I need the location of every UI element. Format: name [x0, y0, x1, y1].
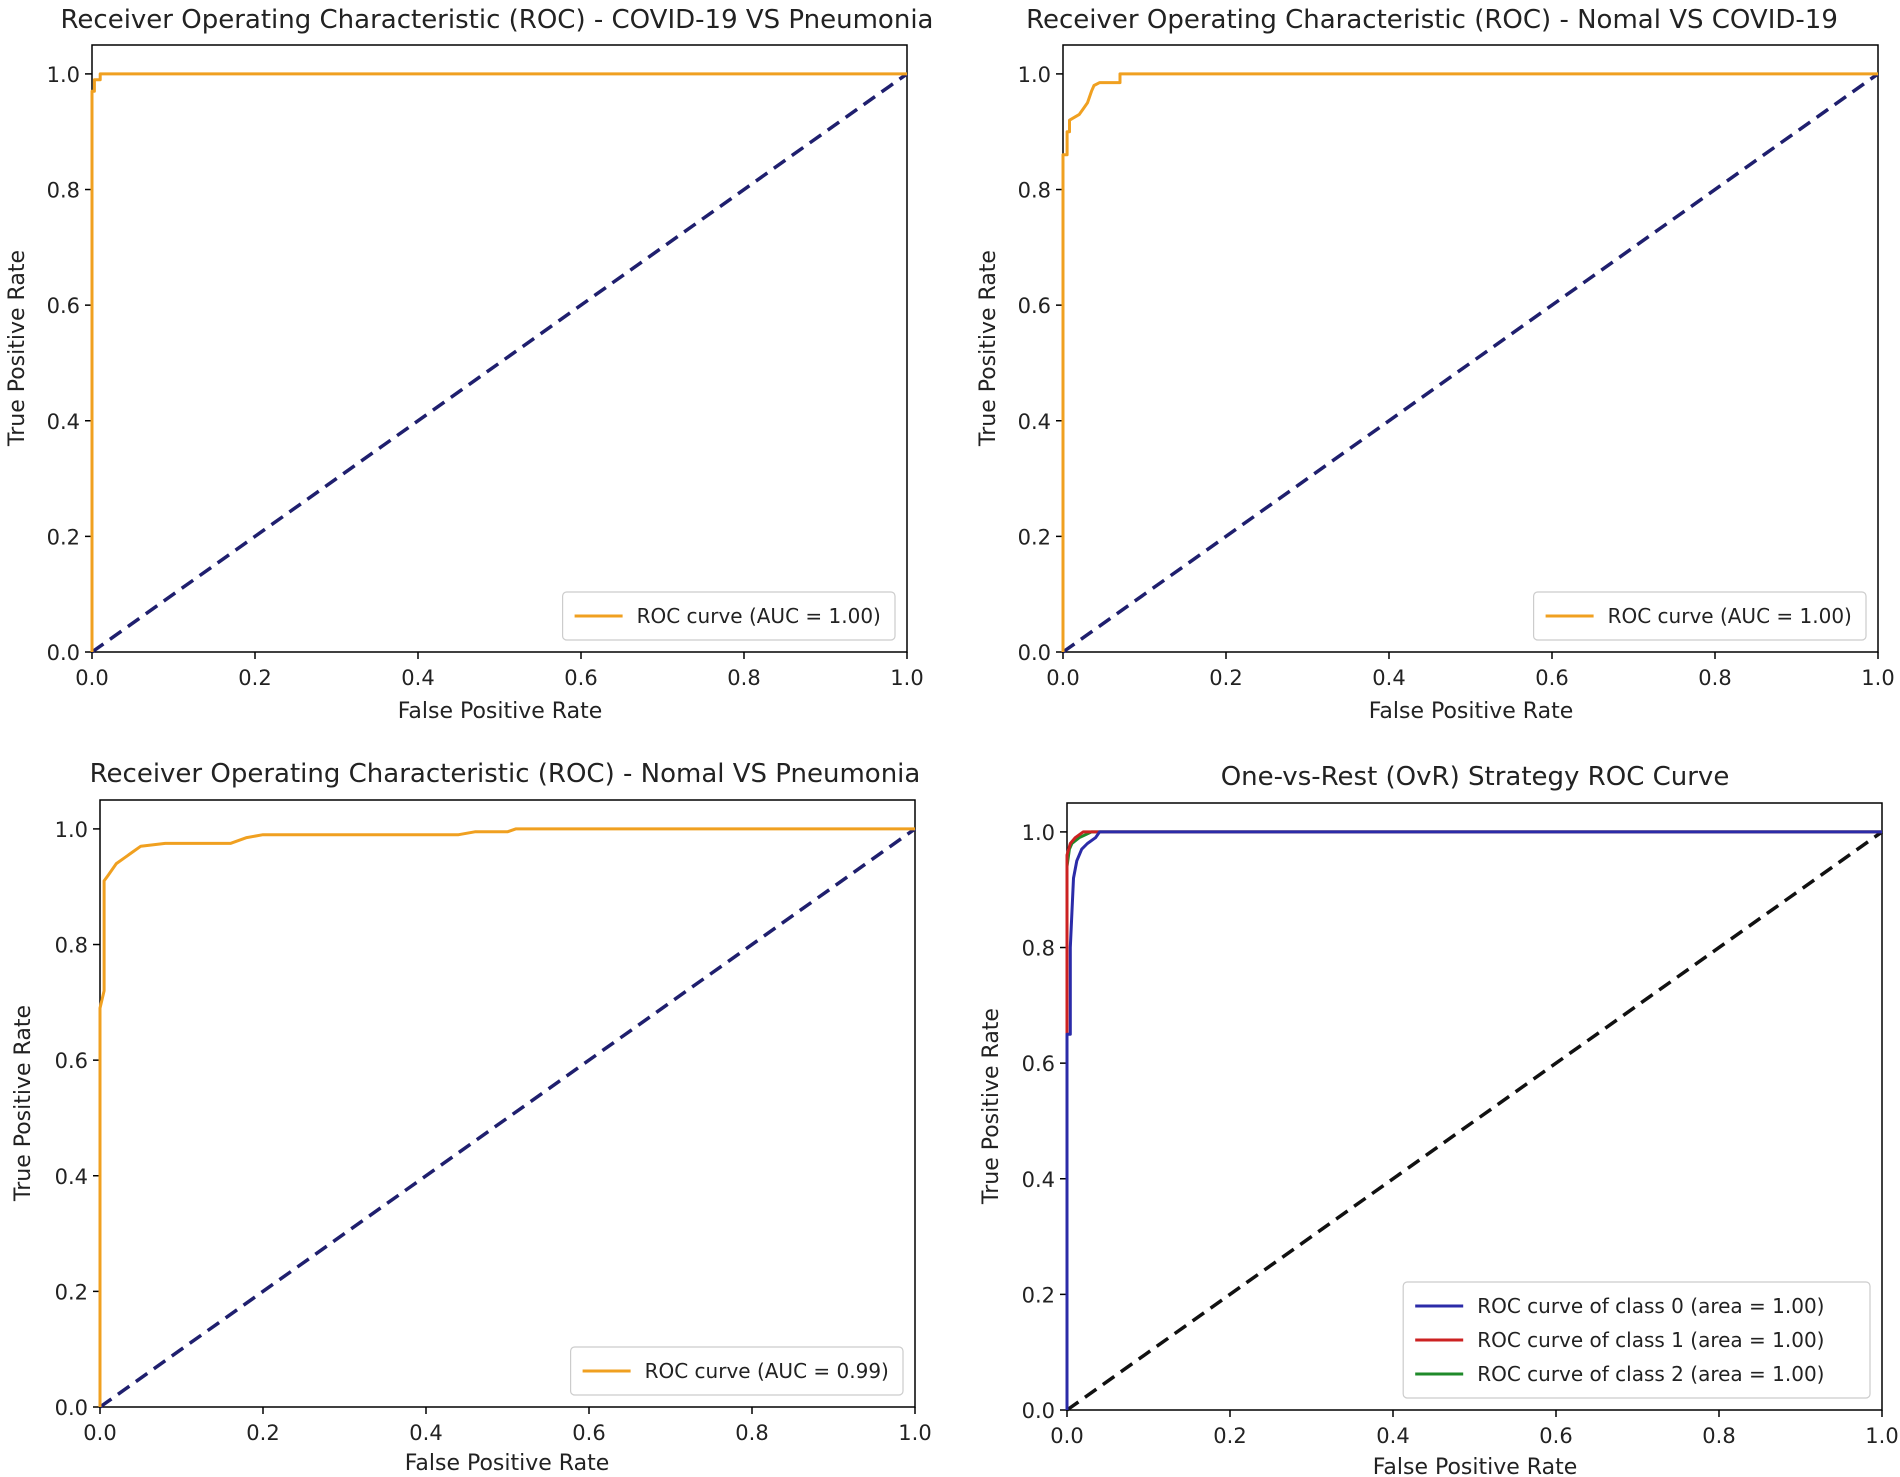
- x-tick-label: 1.0: [890, 666, 923, 690]
- y-tick-label: 0.2: [55, 1280, 88, 1304]
- y-axis-label: True Positive Rate: [979, 1008, 1004, 1205]
- roc-curve-line: [98, 827, 915, 1407]
- x-tick-label: 0.8: [735, 1421, 768, 1445]
- legend-label: ROC curve (AUC = 0.99): [645, 1359, 889, 1383]
- x-tick-label: 1.0: [898, 1421, 931, 1445]
- y-tick-label: 0.4: [47, 410, 80, 434]
- x-tick-label: 0.4: [1372, 666, 1405, 690]
- chance-diagonal-line: [1061, 72, 1880, 654]
- x-tick-label: 0.6: [1535, 666, 1568, 690]
- y-tick-label: 0.0: [1022, 1399, 1055, 1423]
- y-tick-label: 1.0: [1022, 821, 1055, 845]
- line-layer: [90, 72, 909, 654]
- x-tick-label: 1.0: [1865, 1424, 1898, 1448]
- x-tick-label: 0.0: [83, 1421, 116, 1445]
- x-tick-label: 0.2: [1209, 666, 1242, 690]
- y-tick-label: 1.0: [47, 63, 80, 87]
- chance-diagonal-line: [90, 72, 909, 654]
- x-tick-label: 0.6: [1539, 1424, 1572, 1448]
- x-tick-label: 0.4: [1376, 1424, 1409, 1448]
- y-axis-label: True Positive Rate: [11, 1005, 36, 1202]
- y-tick-label: 1.0: [55, 818, 88, 842]
- panel-title: Receiver Operating Characteristic (ROC) …: [61, 5, 934, 35]
- legend-label: ROC curve (AUC = 1.00): [1608, 604, 1852, 628]
- x-tick-label: 0.4: [409, 1421, 442, 1445]
- y-tick-label: 0.4: [55, 1165, 88, 1189]
- x-tick-label: 0.4: [401, 666, 434, 690]
- x-tick-label: 0.2: [238, 666, 271, 690]
- tick-layer: 0.0 0.2 0.4 0.6 0.8 1.0 0.0 0.2 0.4 0.6 0.8 1.0: [1022, 821, 1899, 1448]
- tick-layer: 0.0 0.2 0.4 0.6 0.8 1.0 0.0 0.2 0.4 0.6 0.8 1.0: [1018, 63, 1895, 690]
- y-tick-label: 0.4: [1018, 410, 1051, 434]
- line-layer: [98, 827, 917, 1409]
- y-axis-label: True Positive Rate: [976, 250, 1001, 447]
- plot-frame: [1062, 44, 1879, 653]
- x-tick-label: 0.6: [572, 1421, 605, 1445]
- y-tick-label: 0.8: [1022, 937, 1055, 961]
- legend-box: [561, 591, 896, 641]
- legend-box: [1402, 1281, 1871, 1399]
- y-tick-label: 0.0: [1018, 641, 1051, 665]
- panel-covid-vs-pneumonia: Receiver Operating Characteristic (ROC) …: [5, 5, 933, 724]
- y-tick-label: 0.2: [1018, 525, 1051, 549]
- x-axis-label: False Positive Rate: [1369, 699, 1573, 724]
- y-tick-label: 0.0: [47, 641, 80, 665]
- legend: ROC curve of class 0 (area = 1.00) ROC cu…: [1402, 1281, 1871, 1399]
- chance-diagonal-line: [1065, 830, 1884, 1412]
- y-tick-label: 0.0: [55, 1396, 88, 1420]
- y-axis-label: True Positive Rate: [5, 250, 30, 447]
- roc-curve-line: [90, 72, 907, 652]
- y-tick-label: 0.8: [47, 179, 80, 203]
- panel-title: Receiver Operating Characteristic (ROC) …: [1026, 5, 1838, 35]
- plot-frame: [99, 799, 916, 1408]
- y-tick-label: 0.4: [1022, 1168, 1055, 1192]
- panel-title: Receiver Operating Characteristic (ROC) …: [90, 759, 921, 789]
- legend-label: ROC curve (AUC = 1.00): [637, 604, 881, 628]
- legend-label: ROC curve of class 1 (area = 1.00): [1477, 1328, 1824, 1352]
- y-tick-label: 0.6: [47, 294, 80, 318]
- plot-frame: [91, 44, 908, 653]
- y-tick-label: 1.0: [1018, 63, 1051, 87]
- line-layer: [1061, 72, 1880, 654]
- legend: ROC curve (AUC = 1.00): [561, 591, 896, 641]
- x-tick-label: 0.8: [1698, 666, 1731, 690]
- y-tick-label: 0.2: [1022, 1283, 1055, 1307]
- y-tick-label: 0.6: [1018, 294, 1051, 318]
- y-tick-label: 0.8: [55, 934, 88, 958]
- x-tick-label: 0.8: [1702, 1424, 1735, 1448]
- panel-ovr-strategy: One-vs-Rest (OvR) Strategy ROC Curve 0.0…: [979, 762, 1899, 1477]
- roc-curve-line: [1061, 72, 1878, 652]
- line-layer: [1065, 830, 1884, 1412]
- y-tick-label: 0.6: [55, 1049, 88, 1073]
- panel-normal-vs-covid: Receiver Operating Characteristic (ROC) …: [976, 5, 1895, 724]
- x-tick-label: 0.6: [564, 666, 597, 690]
- chance-diagonal-line: [98, 827, 917, 1409]
- x-tick-label: 1.0: [1861, 666, 1894, 690]
- y-tick-label: 0.8: [1018, 179, 1051, 203]
- x-tick-label: 0.8: [727, 666, 760, 690]
- x-tick-label: 0.0: [1050, 1424, 1083, 1448]
- panel-title: One-vs-Rest (OvR) Strategy ROC Curve: [1221, 762, 1730, 792]
- x-tick-label: 0.0: [75, 666, 108, 690]
- legend-label: ROC curve of class 0 (area = 1.00): [1477, 1294, 1824, 1318]
- x-axis-label: False Positive Rate: [405, 1451, 609, 1476]
- tick-layer: 0.0 0.2 0.4 0.6 0.8 1.0 0.0 0.2 0.4 0.6 0.8 1.0: [47, 63, 924, 690]
- legend-box: [1532, 591, 1867, 641]
- legend: ROC curve (AUC = 1.00): [1532, 591, 1867, 641]
- legend-label: ROC curve of class 2 (area = 1.00): [1477, 1362, 1824, 1386]
- panel-normal-vs-pneumonia: Receiver Operating Characteristic (ROC) …: [11, 759, 932, 1476]
- x-tick-label: 0.0: [1046, 666, 1079, 690]
- tick-layer: 0.0 0.2 0.4 0.6 0.8 1.0 0.0 0.2 0.4 0.6 0.8 1.0: [55, 818, 932, 1445]
- x-tick-label: 0.2: [246, 1421, 279, 1445]
- x-axis-label: False Positive Rate: [1373, 1455, 1577, 1477]
- legend: ROC curve (AUC = 0.99): [569, 1346, 904, 1396]
- y-tick-label: 0.2: [47, 525, 80, 549]
- roc-curve-line: [1065, 830, 1882, 1410]
- legend-box: [569, 1346, 904, 1396]
- x-axis-label: False Positive Rate: [398, 699, 602, 724]
- x-tick-label: 0.2: [1213, 1424, 1246, 1448]
- y-tick-label: 0.6: [1022, 1052, 1055, 1076]
